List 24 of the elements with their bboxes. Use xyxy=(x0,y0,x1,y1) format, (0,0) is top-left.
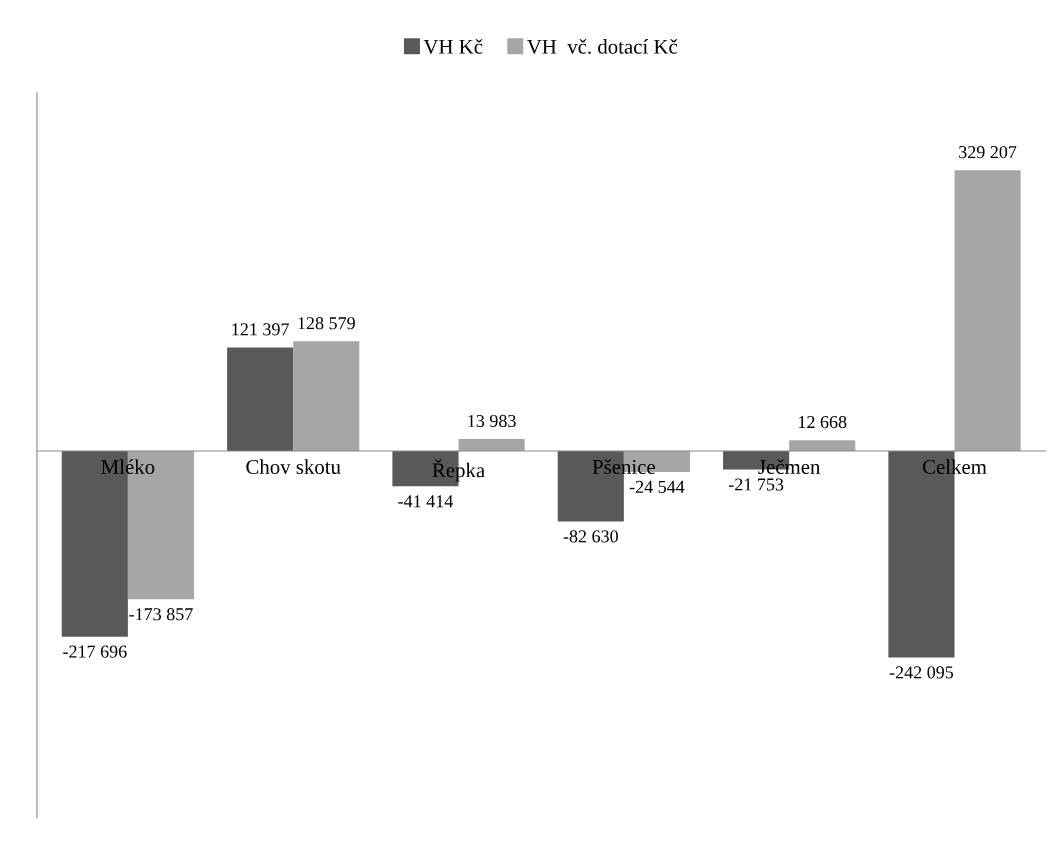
x-tick-label: Chov skotu xyxy=(246,459,341,474)
data-label: 12 668 xyxy=(799,415,847,429)
data-label: -217 696 xyxy=(63,645,127,658)
data-label: 329 207 xyxy=(959,145,1017,159)
data-label: 121 397 xyxy=(232,323,289,336)
x-tick-label: Řepka xyxy=(432,459,485,482)
data-label: 128 579 xyxy=(298,317,355,330)
data-label: -82 630 xyxy=(563,530,618,543)
data-label: -242 095 xyxy=(889,666,954,679)
x-tick-label: Ječmen xyxy=(758,459,821,474)
bar xyxy=(458,439,525,451)
legend-label: VH vč. dotací Kč xyxy=(526,39,678,54)
data-label: 13 983 xyxy=(468,414,516,428)
x-tick-label: Mléko xyxy=(101,459,155,474)
legend-label: VH Kč xyxy=(423,39,483,54)
bar xyxy=(293,341,360,451)
data-label: -24 544 xyxy=(629,480,685,493)
bar xyxy=(954,170,1021,451)
bar xyxy=(227,347,294,451)
x-tick-label: Pšenice xyxy=(592,459,655,474)
bar xyxy=(789,440,856,451)
data-label: -173 857 xyxy=(129,608,193,621)
data-label: -21 753 xyxy=(728,478,784,491)
data-label: -41 414 xyxy=(398,495,454,508)
